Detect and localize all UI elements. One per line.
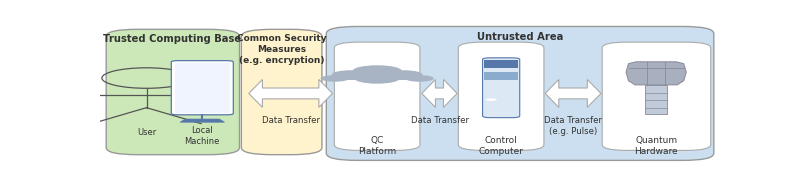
FancyBboxPatch shape: [602, 42, 710, 150]
Circle shape: [405, 75, 434, 82]
Circle shape: [331, 70, 370, 79]
Polygon shape: [249, 80, 333, 107]
FancyBboxPatch shape: [458, 42, 544, 150]
Text: Data Transfer: Data Transfer: [410, 116, 469, 125]
Bar: [333, 78, 422, 80]
FancyBboxPatch shape: [175, 63, 230, 113]
Text: QC
Platform: QC Platform: [358, 136, 396, 156]
Text: Quantum
Hardware: Quantum Hardware: [634, 136, 678, 156]
Circle shape: [353, 65, 402, 77]
Text: Local
Machine: Local Machine: [185, 126, 220, 146]
Text: Control
Computer: Control Computer: [478, 136, 524, 156]
FancyBboxPatch shape: [106, 29, 239, 155]
Text: Common Security
Measures
(e.g. encryption): Common Security Measures (e.g. encryptio…: [237, 34, 326, 65]
Polygon shape: [422, 80, 457, 107]
Text: Data Transfer
(e.g. Pulse): Data Transfer (e.g. Pulse): [544, 116, 602, 136]
Text: Trusted Computing Base: Trusted Computing Base: [103, 34, 242, 44]
Text: Untrusted Area: Untrusted Area: [477, 32, 563, 42]
Polygon shape: [180, 119, 225, 122]
FancyBboxPatch shape: [242, 29, 322, 155]
Circle shape: [384, 70, 422, 79]
FancyBboxPatch shape: [326, 26, 714, 160]
FancyBboxPatch shape: [334, 42, 420, 150]
Bar: [645, 85, 667, 114]
FancyBboxPatch shape: [482, 58, 520, 118]
Text: User: User: [137, 128, 156, 137]
FancyBboxPatch shape: [171, 61, 234, 115]
Bar: [485, 73, 518, 80]
Circle shape: [321, 75, 349, 82]
Bar: [485, 60, 518, 68]
Polygon shape: [626, 62, 686, 85]
Circle shape: [354, 73, 400, 84]
Text: Data Transfer: Data Transfer: [262, 116, 320, 125]
Circle shape: [486, 98, 497, 101]
Polygon shape: [545, 80, 601, 107]
